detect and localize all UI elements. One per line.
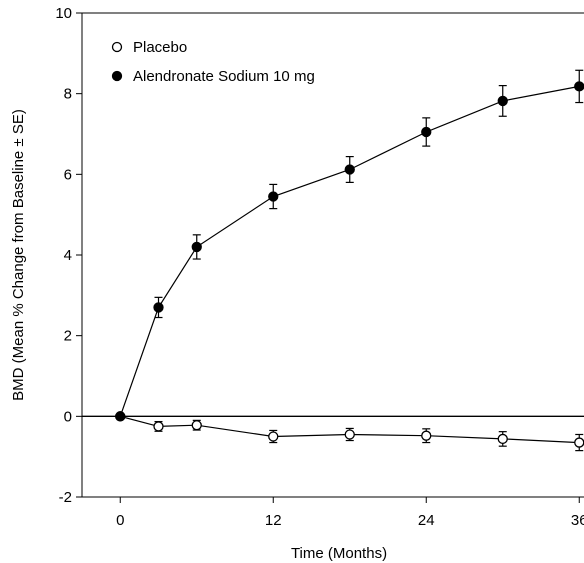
data-point-placebo <box>344 429 355 440</box>
data-point-placebo <box>191 420 202 431</box>
data-point-placebo <box>153 421 164 432</box>
legend-marker-alendronate <box>111 70 123 82</box>
data-point-alendronate <box>421 126 432 138</box>
x-tick-label: 36 <box>571 512 584 529</box>
data-point-alendronate <box>344 164 355 175</box>
data-point-alendronate <box>574 81 584 92</box>
series-line-placebo <box>120 415 580 444</box>
data-point-placebo <box>497 433 508 445</box>
series-errorbars <box>154 69 584 452</box>
x-tick-label: 12 <box>265 512 282 529</box>
data-point-placebo <box>421 430 432 441</box>
y-tick-label: 2 <box>64 328 72 345</box>
x-axis-title: Time (Months) <box>291 545 387 562</box>
data-point-placebo <box>574 437 584 448</box>
x-tick-label: 0 <box>116 512 124 529</box>
legend-marker-placebo <box>111 41 123 53</box>
legend-label-alendronate: Alendronate Sodium 10 mg <box>133 68 315 85</box>
data-point-alendronate <box>153 302 164 313</box>
series-lines <box>119 85 580 444</box>
y-axis-title: BMD (Mean % Change from Baseline ± SE) <box>10 109 27 401</box>
y-tick-label: 8 <box>64 86 72 103</box>
data-point-alendronate <box>191 241 202 253</box>
x-axis-ticks: 0 12 24 36 <box>116 497 584 529</box>
y-tick-label: 6 <box>64 166 72 183</box>
y-tick-label: -2 <box>59 489 72 506</box>
y-tick-label: 10 <box>55 5 72 22</box>
data-point-alendronate <box>497 95 508 107</box>
y-tick-label: 4 <box>64 247 72 264</box>
x-tick-label: 24 <box>418 512 435 529</box>
y-tick-label: 0 <box>64 408 72 425</box>
y-axis-ticks: -2 0 2 4 6 8 10 <box>55 5 82 506</box>
data-point-alendronate <box>268 191 279 202</box>
legend: Placebo Alendronate Sodium 10 mg <box>111 39 315 85</box>
data-point-placebo <box>268 431 279 442</box>
data-point-alendronate <box>115 411 126 422</box>
legend-label-placebo: Placebo <box>133 39 187 56</box>
series-line-alendronate <box>119 85 580 417</box>
